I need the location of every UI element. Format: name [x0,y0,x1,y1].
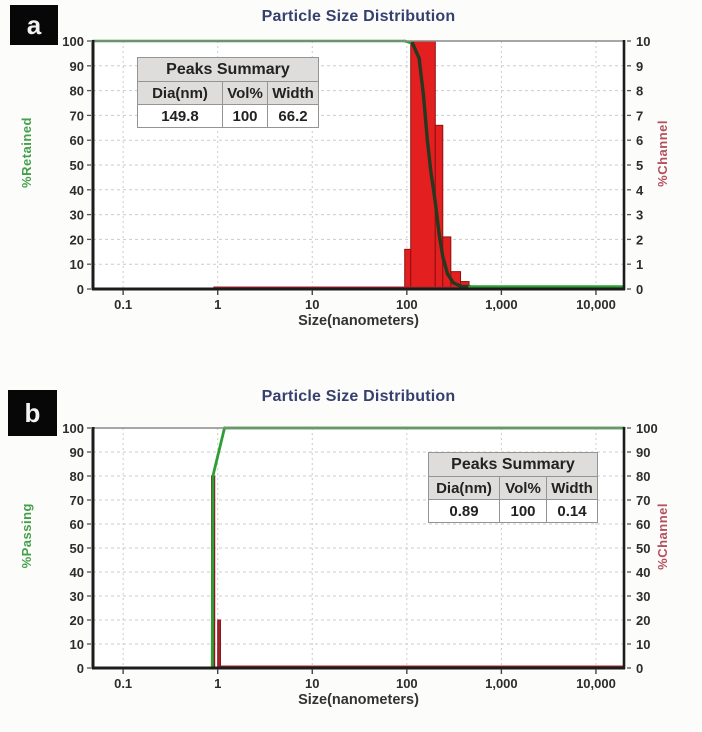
chart-panel-b: b Particle Size Distribution %Passing %C… [0,375,702,732]
x-tick-label: 0.1 [114,676,132,691]
left-tick-label: 10 [70,637,84,652]
peaks-col-vol: Vol% [499,476,547,500]
chart-panel-a: a Particle Size Distribution %Retained %… [0,0,702,345]
cumulative-line-segment [437,232,445,259]
panel-label-a: a [10,5,58,45]
right-tick-label: 9 [636,59,643,74]
peaks-summary-title: Peaks Summary [428,452,598,477]
cumulative-line-segment [417,56,426,98]
cumulative-line-segment [210,474,215,670]
x-axis-title: Size(nanometers) [298,692,419,708]
cumulative-line-segment [429,170,437,204]
peaks-val-dia: 149.8 [137,104,223,128]
x-tick-label: 1 [214,676,221,691]
cumulative-line-segment [421,93,430,142]
peaks-col-dia: Dia(nm) [428,476,500,500]
right-tick-label: 7 [636,108,643,123]
chart-title: Particle Size Distribution [261,388,456,405]
peaks-summary-table: Peaks Summary Dia(nm) Vol% Width 149.8 1… [137,57,319,128]
peaks-col-width: Width [267,81,319,105]
right-tick-label: 8 [636,84,643,99]
right-tick-label: 50 [636,541,650,556]
bar [404,248,412,290]
peaks-summary-title: Peaks Summary [137,57,319,82]
right-tick-label: 80 [636,469,650,484]
cumulative-line-segment [441,255,450,276]
left-tick-label: 40 [70,183,84,198]
peaks-col-dia: Dia(nm) [137,81,223,105]
peaks-col-width: Width [546,476,598,500]
x-tick-label: 0.1 [114,297,132,312]
right-tick-label: 0 [636,282,643,297]
chart-title: Particle Size Distribution [261,8,456,25]
left-tick-label: 30 [70,208,84,223]
right-tick-label: 90 [636,445,650,460]
x-axis-title: Size(nanometers) [298,313,419,329]
left-tick-label: 70 [70,108,84,123]
x-tick-label: 100 [396,297,418,312]
left-tick-label: 20 [70,232,84,247]
bar [217,619,221,669]
left-tick-label: 50 [70,541,84,556]
cumulative-line-segment [410,41,421,61]
left-tick-label: 70 [70,493,84,508]
left-tick-label: 20 [70,613,84,628]
left-tick-label: 60 [70,133,84,148]
peaks-summary-table: Peaks Summary Dia(nm) Vol% Width 0.89 10… [428,452,598,523]
left-tick-label: 100 [62,421,84,436]
right-tick-label: 3 [636,208,643,223]
x-tick-label: 100 [396,676,418,691]
right-tick-label: 6 [636,133,643,148]
right-tick-label: 0 [636,661,643,676]
peaks-col-vol: Vol% [222,81,268,105]
peaks-val-width: 66.2 [267,104,319,128]
left-tick-label: 60 [70,517,84,532]
peaks-val-width: 0.14 [546,499,598,523]
peaks-val-vol: 100 [222,104,268,128]
peaks-val-vol: 100 [499,499,547,523]
x-tick-label: 1,000 [485,676,518,691]
x-tick-label: 1,000 [485,297,518,312]
right-tick-label: 70 [636,493,650,508]
left-tick-label: 10 [70,257,84,272]
right-tick-label: 10 [636,637,650,652]
left-tick-label: 0 [77,282,84,297]
x-tick-label: 10,000 [576,676,616,691]
right-tick-label: 4 [636,183,644,198]
right-tick-label: 60 [636,517,650,532]
left-tick-label: 80 [70,84,84,99]
right-tick-label: 20 [636,613,650,628]
plot-area: 0 10 20 30 40 50 60 70 80 90 100 0 10 20 30 40 50 60 70 80 9… [62,421,658,691]
right-tick-label: 100 [636,421,658,436]
plot-area: 0 10 20 30 40 50 60 70 80 90 100 0 1 2 3 4 5 6 7 8 9 10 0.1 1 10… [62,34,650,312]
right-tick-label: 10 [636,34,650,49]
left-tick-label: 40 [70,565,84,580]
right-tick-label: 5 [636,158,643,173]
left-tick-label: 80 [70,469,84,484]
left-tick-label: 100 [62,34,84,49]
x-tick-label: 10 [305,676,319,691]
cumulative-line-segment [211,426,226,478]
left-tick-label: 90 [70,59,84,74]
left-tick-label: 50 [70,158,84,173]
cumulative-line-segment [445,272,455,285]
left-tick-label: 90 [70,445,84,460]
right-tick-label: 2 [636,232,643,247]
panel-label-b: b [8,390,57,436]
cumulative-line-segment [433,200,441,237]
right-tick-label: 1 [636,257,643,272]
cumulative-line-segment [425,138,433,175]
left-tick-label: 0 [77,661,84,676]
right-tick-label: 30 [636,589,650,604]
right-tick-label: 40 [636,565,650,580]
x-tick-label: 10,000 [576,297,616,312]
x-tick-label: 10 [305,297,319,312]
peaks-val-dia: 0.89 [428,499,500,523]
left-tick-label: 30 [70,589,84,604]
x-tick-label: 1 [214,297,221,312]
